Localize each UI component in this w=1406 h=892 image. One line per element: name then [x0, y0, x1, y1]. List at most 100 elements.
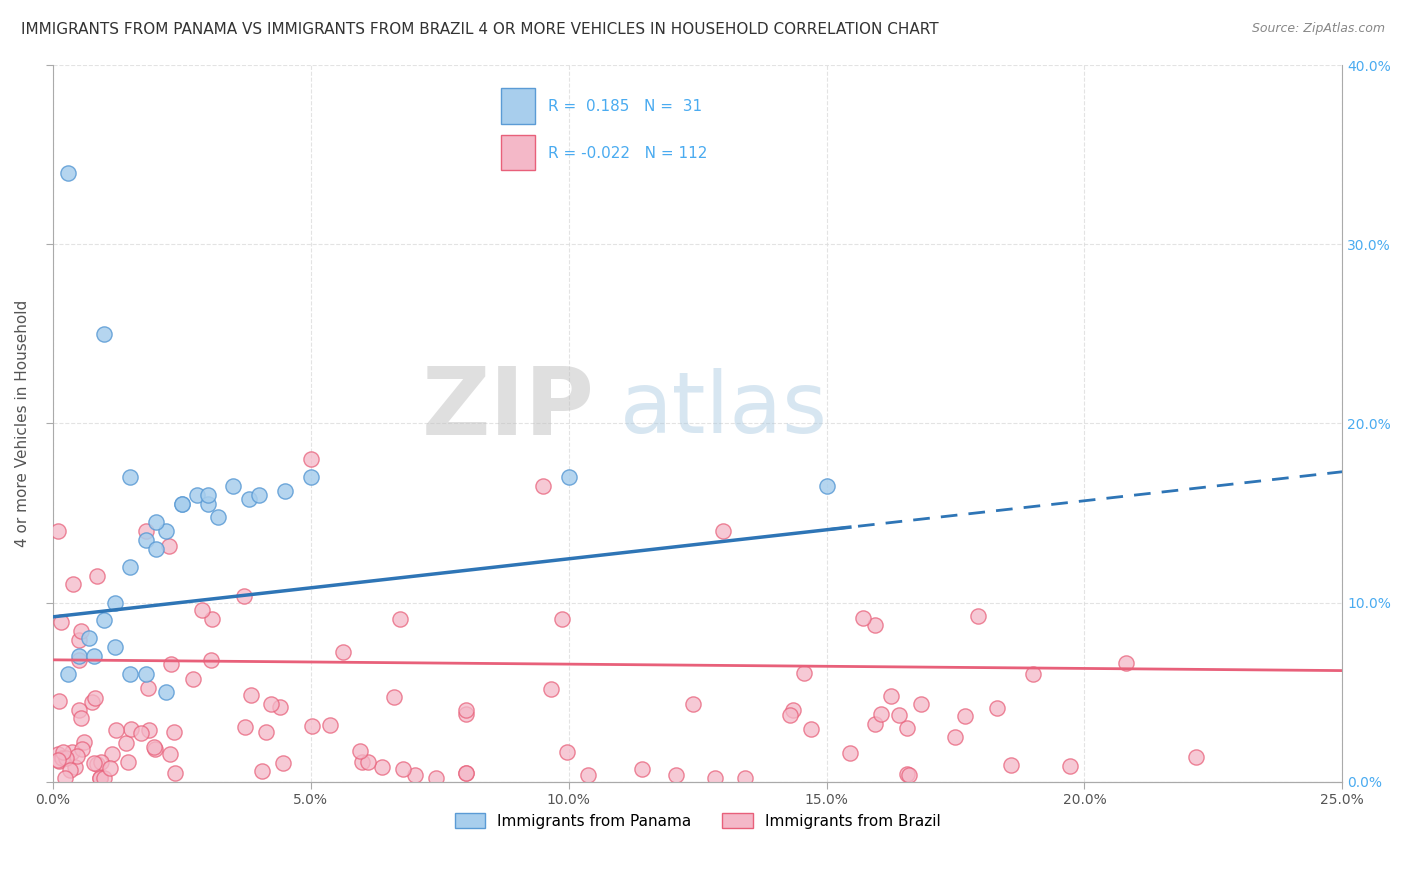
Point	[70, 624, 93, 639]
Point	[1022, 667, 1045, 681]
Point	[986, 701, 1008, 715]
Point	[67, 633, 90, 648]
Point	[201, 612, 224, 626]
Point	[232, 590, 254, 604]
Point	[299, 452, 322, 467]
Point	[93, 771, 115, 785]
Point	[454, 766, 477, 780]
Point	[370, 760, 392, 774]
Point	[271, 756, 294, 771]
Point	[357, 755, 380, 769]
Point	[93, 614, 115, 628]
Point	[454, 766, 477, 780]
Point	[46, 524, 69, 538]
Point	[1000, 757, 1022, 772]
Point	[129, 726, 152, 740]
Point	[98, 761, 121, 775]
Point	[349, 744, 371, 758]
Point	[454, 707, 477, 722]
Point	[392, 762, 415, 776]
Text: atlas: atlas	[620, 368, 828, 450]
Point	[62, 577, 84, 591]
Point	[52, 745, 75, 759]
Point	[170, 497, 193, 511]
Point	[90, 756, 112, 770]
Point	[67, 703, 90, 717]
Point	[51, 750, 73, 764]
Text: ZIP: ZIP	[422, 363, 595, 455]
Point	[404, 768, 426, 782]
Point	[197, 497, 219, 511]
Point	[93, 326, 115, 341]
Point	[240, 688, 263, 702]
Point	[70, 710, 93, 724]
Point	[197, 488, 219, 502]
Point	[870, 707, 893, 722]
Point	[84, 690, 107, 705]
Point	[319, 717, 342, 731]
Point	[162, 725, 184, 739]
Point	[104, 640, 127, 655]
Point	[135, 533, 157, 547]
Point	[540, 681, 562, 696]
Point	[63, 760, 86, 774]
Point	[114, 736, 136, 750]
Point	[238, 491, 260, 506]
Point	[815, 479, 838, 493]
Point	[86, 756, 108, 771]
Point	[967, 609, 990, 624]
Point	[117, 755, 139, 769]
Point	[1115, 656, 1137, 670]
Point	[58, 667, 80, 681]
Point	[120, 667, 142, 681]
Point	[66, 749, 89, 764]
Point	[49, 615, 72, 629]
Point	[70, 742, 93, 756]
Point	[89, 771, 111, 785]
Point	[734, 771, 756, 785]
Point	[138, 723, 160, 738]
Point	[782, 703, 804, 717]
Point	[793, 666, 815, 681]
Point	[250, 764, 273, 778]
Point	[77, 632, 100, 646]
Text: IMMIGRANTS FROM PANAMA VS IMMIGRANTS FROM BRAZIL 4 OR MORE VEHICLES IN HOUSEHOLD: IMMIGRANTS FROM PANAMA VS IMMIGRANTS FRO…	[21, 22, 939, 37]
Point	[301, 719, 323, 733]
Point	[551, 612, 574, 626]
Point	[142, 739, 165, 754]
Point	[863, 716, 886, 731]
Point	[945, 730, 967, 744]
Point	[779, 708, 801, 723]
Point	[145, 515, 167, 529]
Point	[46, 753, 69, 767]
Point	[67, 649, 90, 664]
Point	[576, 767, 599, 781]
Point	[389, 612, 412, 626]
Point	[889, 707, 911, 722]
Point	[665, 768, 688, 782]
Point	[155, 685, 177, 699]
Point	[135, 524, 157, 538]
Point	[159, 747, 181, 761]
Point	[145, 541, 167, 556]
Point	[863, 618, 886, 632]
Point	[48, 754, 70, 768]
Point	[1059, 758, 1081, 772]
Point	[838, 746, 860, 760]
Point	[898, 768, 921, 782]
Point	[104, 595, 127, 609]
Point	[73, 735, 96, 749]
Point	[58, 165, 80, 179]
Point	[190, 603, 212, 617]
Point	[704, 771, 727, 785]
Point	[260, 698, 283, 712]
Point	[274, 484, 297, 499]
Point	[879, 689, 901, 703]
Point	[186, 488, 208, 502]
Point	[910, 697, 932, 711]
Point	[425, 771, 447, 785]
Point	[299, 470, 322, 484]
Point	[555, 745, 578, 759]
Point	[83, 649, 105, 664]
Legend: Immigrants from Panama, Immigrants from Brazil: Immigrants from Panama, Immigrants from …	[449, 806, 946, 835]
